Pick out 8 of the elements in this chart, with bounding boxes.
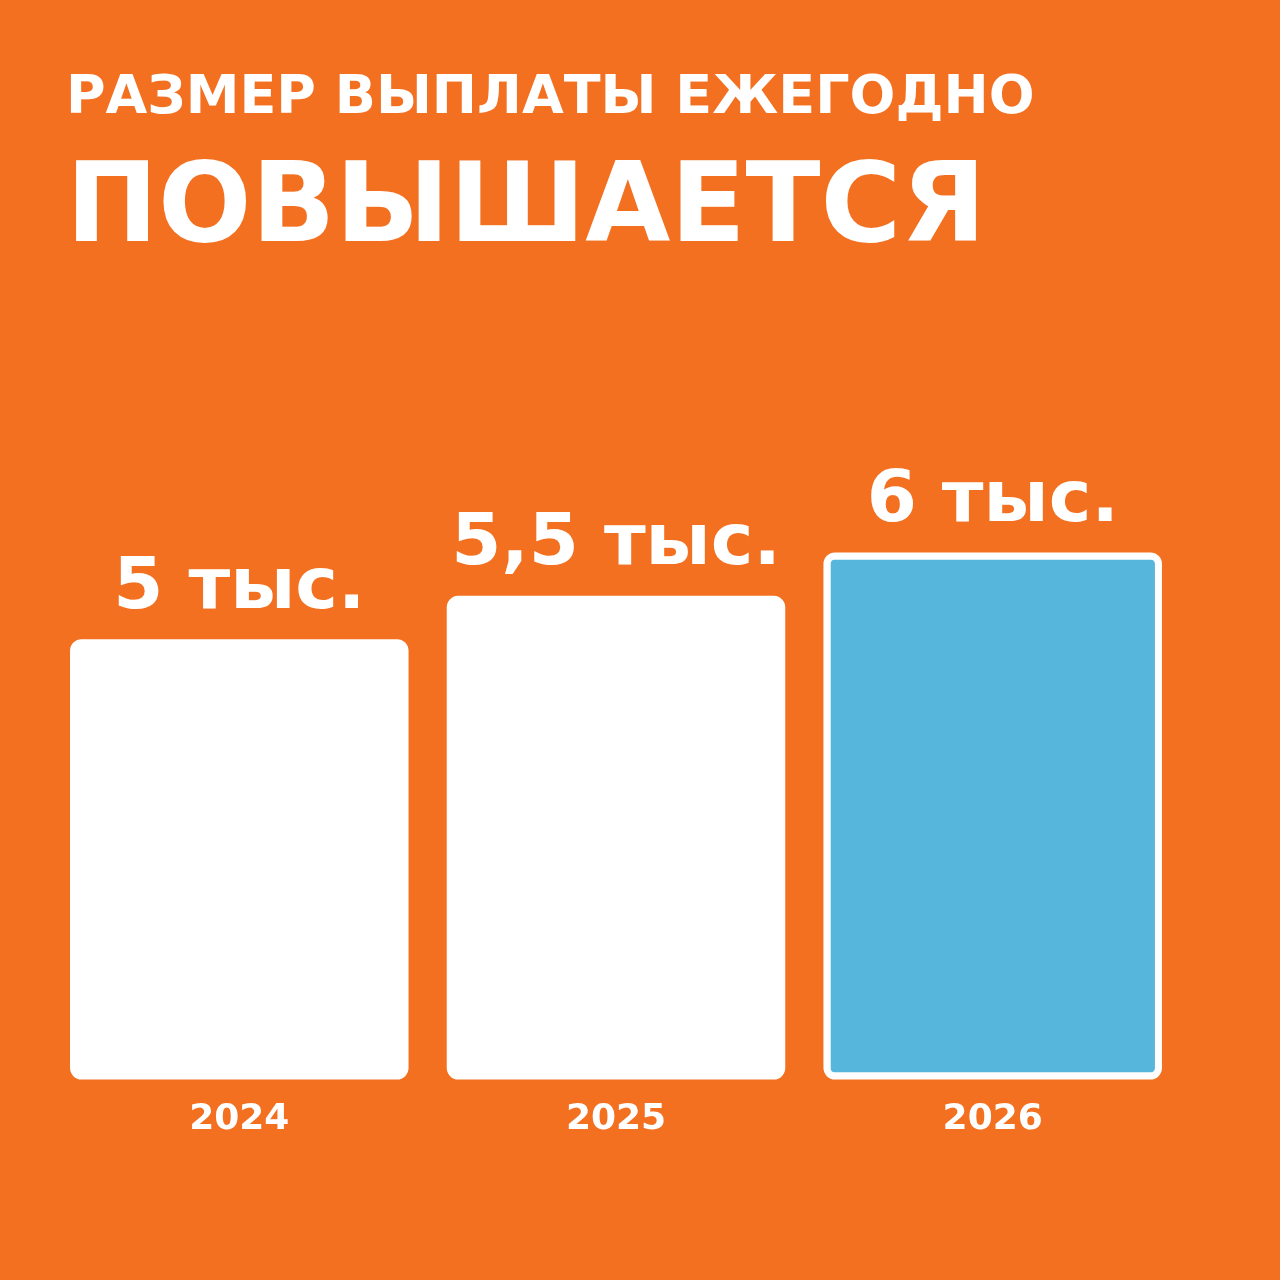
data-label: 5,5 тыс. bbox=[451, 497, 781, 582]
data-label: 5 тыс. bbox=[113, 540, 366, 625]
chart-subtitle: ПОВЫШАЕТСЯ bbox=[66, 139, 987, 267]
data-label: 6 тыс. bbox=[866, 454, 1119, 538]
x-tick-label: 2026 bbox=[942, 1095, 1043, 1137]
x-tick-label: 2025 bbox=[565, 1095, 667, 1137]
x-tick-label: 2024 bbox=[189, 1095, 290, 1137]
chart-title: РАЗМЕР ВЫПЛАТЫ ЕЖЕГОДНО bbox=[66, 63, 1035, 126]
